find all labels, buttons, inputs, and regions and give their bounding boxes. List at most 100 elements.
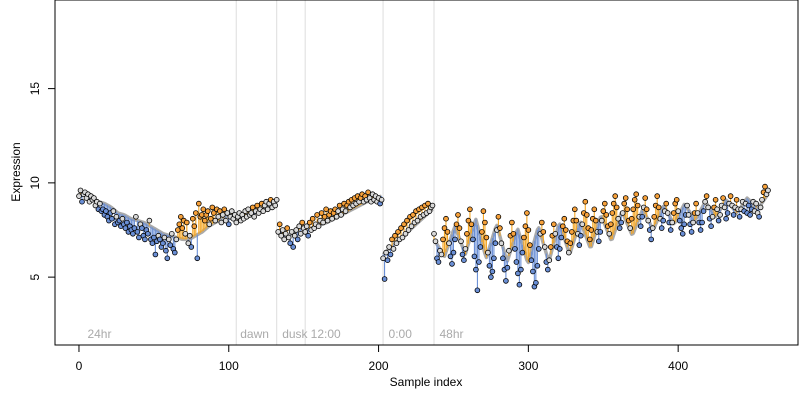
data-point — [573, 217, 580, 224]
data-point — [506, 247, 512, 254]
data-point — [482, 219, 488, 226]
data-point — [282, 231, 289, 237]
data-point — [272, 202, 279, 209]
data-point — [534, 262, 541, 269]
data-point — [598, 217, 605, 224]
data-point — [462, 246, 469, 252]
data-point — [245, 206, 252, 213]
x-tick-label: 200 — [369, 359, 389, 373]
data-point — [260, 208, 267, 214]
data-point — [547, 244, 554, 250]
data-point — [631, 197, 638, 203]
data-point — [446, 240, 452, 247]
data-point — [509, 219, 515, 226]
data-point — [303, 223, 310, 230]
data-point — [164, 255, 171, 262]
data-point — [320, 219, 326, 226]
data-point — [342, 208, 349, 214]
data-point — [525, 227, 532, 233]
data-point — [684, 202, 690, 209]
y-tick-label: 15 — [28, 82, 42, 96]
data-point — [592, 217, 599, 224]
data-point — [284, 225, 291, 231]
data-point — [491, 255, 497, 262]
data-point — [275, 229, 282, 235]
data-point — [402, 231, 409, 237]
data-point — [609, 210, 616, 216]
data-point — [163, 247, 169, 254]
data-point — [690, 219, 696, 226]
data-point — [510, 231, 517, 237]
data-point — [721, 204, 728, 211]
data-point — [291, 232, 298, 239]
data-point — [601, 200, 608, 207]
data-point — [184, 219, 190, 226]
data-point — [678, 225, 684, 231]
data-point — [583, 212, 590, 218]
data-point — [449, 261, 455, 267]
data-point — [561, 215, 568, 222]
data-point — [76, 193, 82, 199]
data-point — [425, 200, 431, 207]
data-point — [166, 236, 172, 243]
data-point — [562, 227, 569, 233]
data-point — [673, 197, 680, 203]
data-point — [173, 236, 180, 243]
x-axis-title: Sample index — [390, 375, 463, 389]
data-point — [167, 242, 174, 248]
data-point — [498, 240, 505, 247]
data-point — [715, 217, 722, 224]
data-point — [675, 208, 681, 214]
data-point — [323, 206, 329, 213]
data-point — [209, 204, 216, 211]
data-point — [697, 227, 704, 233]
data-point — [637, 223, 644, 230]
data-point — [485, 249, 491, 256]
data-point — [757, 204, 764, 211]
data-point — [519, 249, 526, 256]
data-point — [528, 257, 535, 264]
data-point — [633, 191, 639, 198]
data-point — [538, 219, 545, 226]
data-point — [77, 187, 84, 194]
data-point — [229, 208, 235, 214]
data-point — [172, 249, 178, 256]
data-point — [693, 200, 699, 207]
data-point — [287, 240, 294, 247]
data-point — [486, 262, 493, 269]
data-point — [700, 208, 707, 214]
data-point — [544, 266, 551, 273]
annotation-label: dusk — [282, 327, 308, 341]
data-point — [336, 202, 343, 209]
data-point — [306, 219, 313, 226]
data-point — [314, 212, 320, 218]
data-point — [212, 217, 219, 224]
fitted-line — [432, 193, 770, 265]
data-point — [324, 217, 331, 224]
data-point — [685, 212, 692, 218]
data-point — [765, 187, 771, 194]
data-point — [717, 212, 723, 218]
x-tick-label: 0 — [76, 359, 83, 373]
data-point — [464, 231, 470, 237]
data-point — [747, 212, 753, 218]
data-point — [492, 240, 499, 247]
data-point — [453, 221, 460, 228]
data-point — [512, 246, 518, 252]
data-point — [643, 206, 650, 213]
data-point — [276, 221, 283, 228]
data-point — [571, 206, 578, 213]
data-point — [558, 234, 565, 241]
data-point — [533, 279, 539, 286]
data-point — [610, 200, 617, 207]
data-point — [497, 225, 503, 231]
data-point — [663, 200, 669, 207]
data-point — [565, 249, 572, 256]
data-point — [299, 219, 306, 226]
data-point — [264, 206, 271, 213]
data-point — [648, 236, 654, 243]
data-point — [122, 225, 129, 231]
data-point — [435, 259, 442, 265]
data-point — [293, 227, 300, 233]
data-point — [530, 268, 536, 275]
